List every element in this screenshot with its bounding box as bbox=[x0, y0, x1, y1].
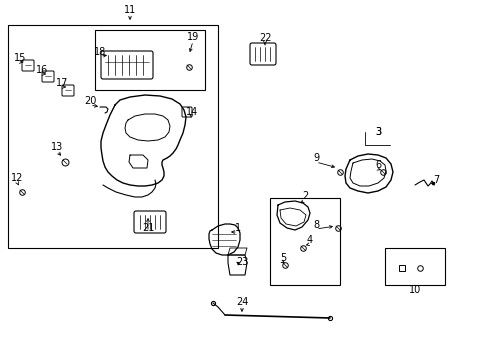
Text: 4: 4 bbox=[306, 235, 312, 245]
Text: 20: 20 bbox=[83, 96, 96, 106]
Text: 5: 5 bbox=[279, 253, 285, 263]
Text: 17: 17 bbox=[56, 78, 68, 88]
Text: 3: 3 bbox=[374, 127, 380, 137]
Bar bbox=[269, 198, 339, 285]
Text: 15: 15 bbox=[14, 53, 26, 63]
Text: 13: 13 bbox=[51, 142, 63, 152]
Text: 2: 2 bbox=[301, 191, 307, 201]
Text: 9: 9 bbox=[312, 153, 318, 163]
Text: 8: 8 bbox=[312, 220, 318, 230]
Text: 23: 23 bbox=[235, 257, 248, 267]
Text: 24: 24 bbox=[235, 297, 248, 307]
Text: 7: 7 bbox=[432, 175, 438, 185]
Text: 19: 19 bbox=[186, 32, 199, 42]
Text: 22: 22 bbox=[258, 33, 271, 43]
Text: 1: 1 bbox=[234, 223, 241, 233]
Bar bbox=[8, 25, 218, 248]
Bar bbox=[95, 30, 204, 90]
Text: 11: 11 bbox=[123, 5, 136, 15]
Text: 12: 12 bbox=[11, 173, 23, 183]
Bar bbox=[384, 248, 444, 285]
Text: 10: 10 bbox=[408, 285, 420, 295]
Text: 3: 3 bbox=[374, 127, 380, 137]
Text: 14: 14 bbox=[185, 107, 198, 117]
Text: 21: 21 bbox=[142, 223, 154, 233]
Text: 16: 16 bbox=[36, 65, 48, 75]
Text: 18: 18 bbox=[94, 47, 106, 57]
Text: 6: 6 bbox=[374, 160, 380, 170]
